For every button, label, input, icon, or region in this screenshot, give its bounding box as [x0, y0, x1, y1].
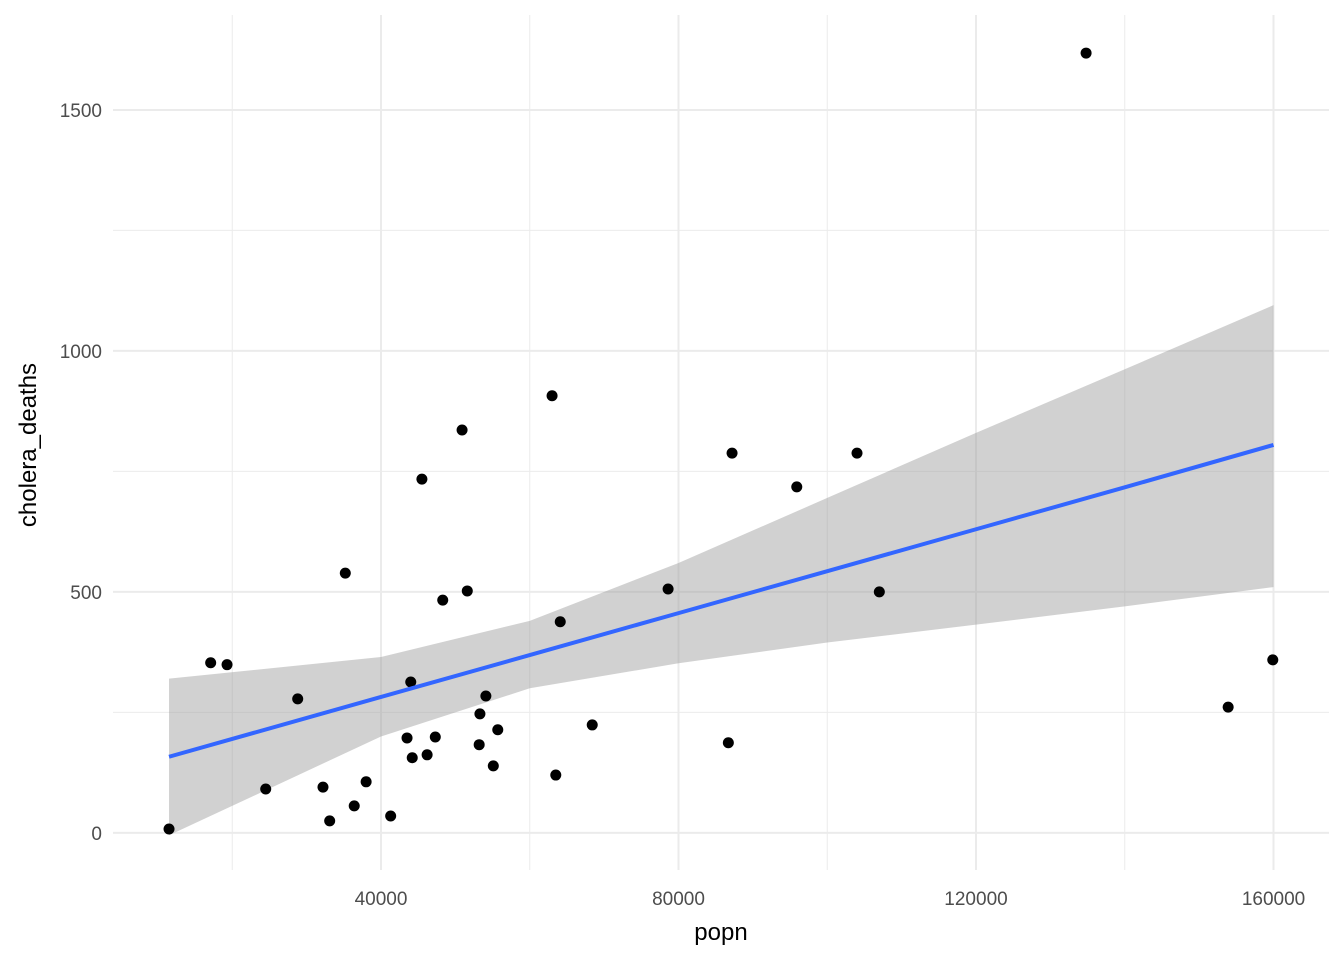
data-point	[1222, 701, 1234, 713]
y-tick-label: 1500	[60, 101, 102, 122]
confidence-ribbon	[169, 305, 1274, 836]
data-point	[473, 739, 485, 751]
data-point	[360, 776, 372, 788]
data-point	[1080, 47, 1092, 59]
data-point	[437, 594, 449, 606]
y-tick-label: 1000	[60, 342, 102, 363]
data-point	[1267, 654, 1279, 666]
data-point	[416, 473, 428, 485]
data-point	[317, 781, 329, 793]
x-tick-label: 120000	[944, 889, 1007, 910]
data-point	[480, 690, 492, 702]
data-point	[554, 616, 566, 628]
y-axis-label: cholera_deaths	[15, 363, 42, 527]
data-point	[163, 823, 175, 835]
data-point	[550, 769, 562, 781]
x-tick-label: 40000	[355, 889, 408, 910]
data-point	[421, 749, 433, 761]
data-point	[722, 737, 734, 749]
data-point	[873, 586, 885, 598]
data-point	[221, 659, 233, 671]
data-point	[292, 693, 304, 705]
x-axis-label: popn	[694, 919, 747, 946]
data-point	[385, 810, 397, 822]
x-tick-labels: 40000 80000 120000 160000	[355, 889, 1306, 910]
y-tick-label: 500	[70, 583, 102, 604]
data-point	[492, 724, 504, 736]
data-point	[324, 815, 336, 827]
regression-line	[168, 442, 1275, 759]
data-point	[260, 783, 272, 795]
data-point	[339, 567, 351, 579]
x-tick-label: 80000	[652, 889, 705, 910]
points	[163, 47, 1279, 835]
data-point	[205, 657, 217, 669]
x-tick-label: 160000	[1242, 889, 1305, 910]
y-tick-label: 0	[91, 824, 102, 845]
grid	[113, 15, 1329, 870]
data-point	[487, 760, 499, 772]
data-point	[405, 676, 417, 688]
data-point	[429, 731, 441, 743]
data-point	[461, 585, 473, 597]
data-point	[851, 447, 863, 459]
data-point	[546, 390, 558, 402]
data-point	[348, 800, 360, 812]
data-point	[662, 583, 674, 595]
y-tick-labels: 0 500 1000 1500	[60, 101, 102, 845]
data-point	[401, 732, 413, 744]
data-point	[791, 481, 803, 493]
data-point	[726, 447, 738, 459]
data-point	[406, 752, 418, 764]
data-point	[456, 424, 468, 436]
data-point	[586, 719, 598, 731]
data-point	[474, 708, 486, 720]
